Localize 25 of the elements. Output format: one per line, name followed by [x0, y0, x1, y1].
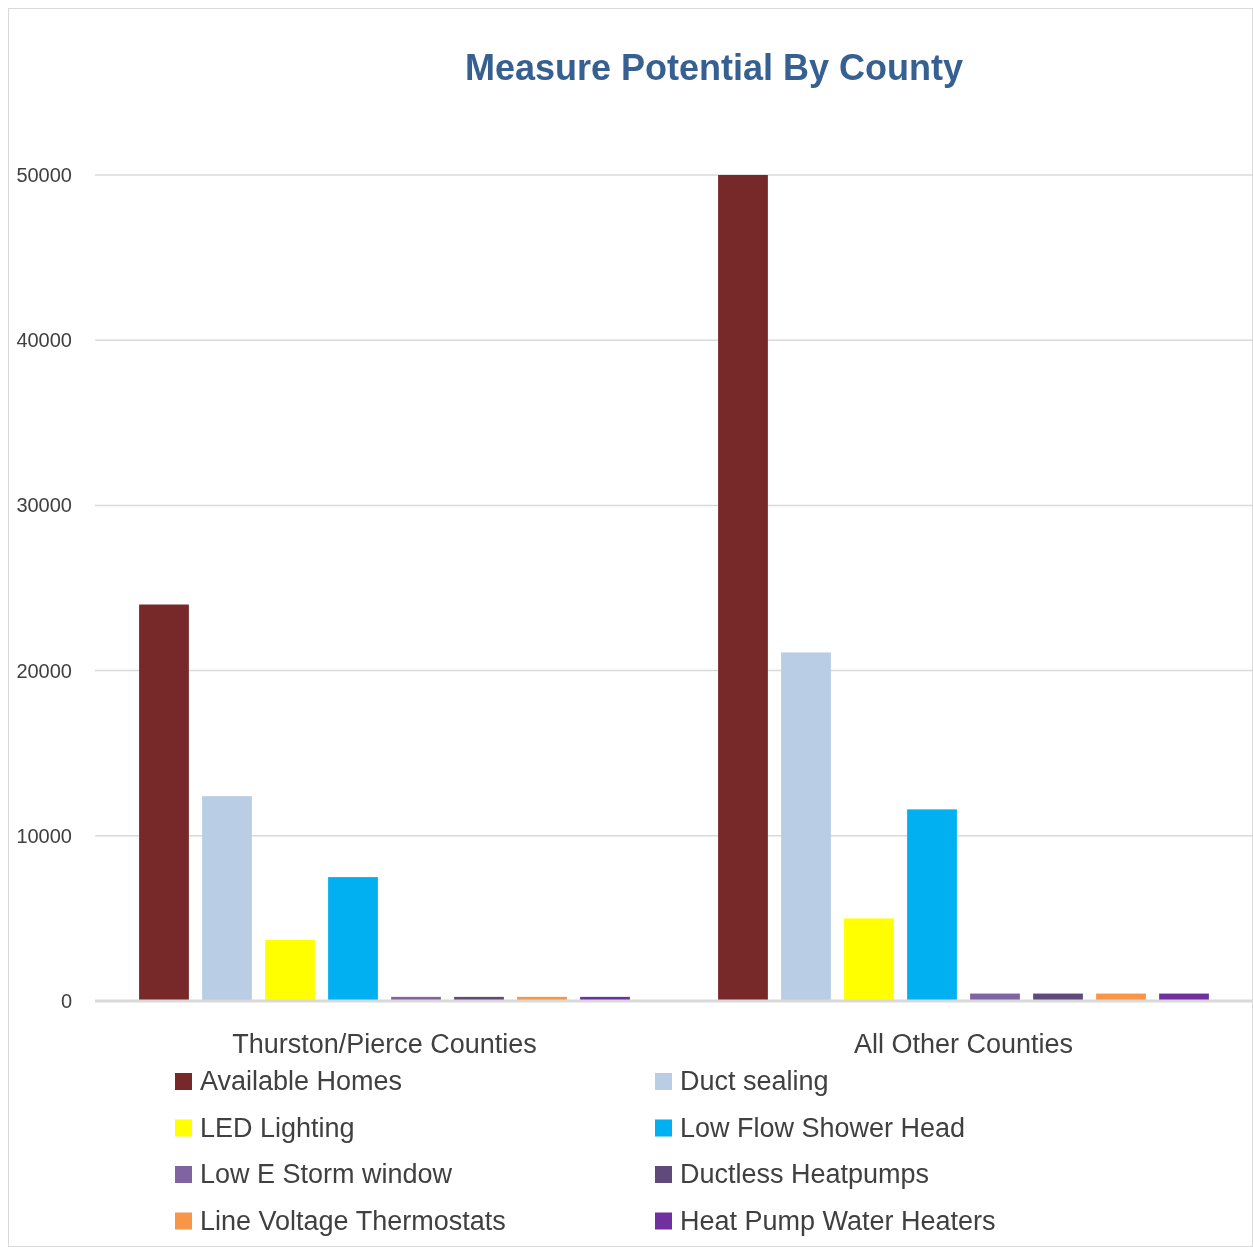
y-tick-label: 30000	[16, 494, 72, 517]
bar	[718, 175, 768, 1001]
y-tick-label: 0	[60, 990, 72, 1012]
x-tick-label: Thurston/Pierce Counties	[232, 1029, 537, 1059]
legend-label: Available Homes	[200, 1066, 403, 1097]
chart-title: Measure Potential By County	[464, 47, 964, 88]
legend-label: LED Lighting	[200, 1112, 355, 1143]
legend-label: Heat Pump Water Heaters	[680, 1205, 996, 1236]
legend-label: Low Flow Shower Head	[680, 1112, 966, 1143]
bar	[907, 809, 957, 1001]
bar	[781, 652, 831, 1001]
y-tick-label: 20000	[16, 659, 72, 682]
y-tick-label: 50000	[16, 164, 72, 186]
legend-label: Low E Storm window	[200, 1159, 453, 1190]
bar	[265, 939, 315, 1001]
bar	[844, 918, 894, 1001]
y-tick-label: 40000	[16, 329, 72, 352]
legend-label: Line Voltage Thermostats	[200, 1205, 506, 1236]
legend-label: Ductless Heatpumps	[680, 1159, 930, 1190]
bar	[139, 604, 189, 1001]
x-tick-label: All Other Counties	[853, 1029, 1074, 1059]
bar	[328, 877, 378, 1001]
bar	[202, 796, 252, 1001]
legend-label: Duct sealing	[680, 1066, 829, 1097]
y-tick-label: 10000	[16, 824, 72, 847]
